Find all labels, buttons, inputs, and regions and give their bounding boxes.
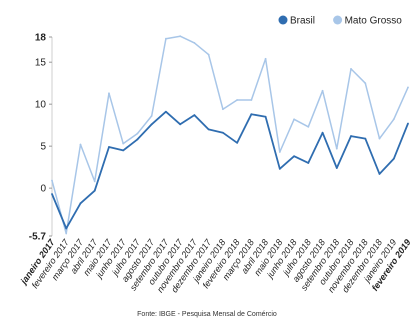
data-point	[150, 123, 153, 126]
data-point	[350, 135, 352, 137]
data-point	[293, 155, 295, 158]
data-point	[108, 146, 110, 148]
data-point	[65, 227, 68, 230]
series-line-brasil	[51, 110, 409, 230]
data-point	[193, 41, 196, 44]
data-point	[321, 89, 324, 92]
data-point	[364, 82, 367, 85]
data-point	[407, 86, 409, 89]
data-point	[264, 57, 267, 60]
data-point	[378, 172, 381, 175]
data-point	[278, 167, 281, 170]
data-point	[65, 232, 68, 235]
y-tick-label: 10	[35, 100, 47, 111]
source-note: Fonte: IBGE - Pesquisa Mensal de Comérci…	[137, 311, 277, 318]
data-point	[136, 132, 139, 135]
y-axis: 18 15 10 5 0 -5.7	[29, 33, 53, 243]
legend-marker	[333, 15, 343, 25]
data-point	[221, 131, 224, 134]
data-point	[150, 115, 153, 117]
data-point	[335, 147, 338, 150]
data-point	[51, 193, 53, 195]
data-point	[236, 99, 239, 101]
y-tick-label: 0	[40, 184, 46, 195]
data-point	[392, 118, 395, 121]
y-tick-label: 15	[35, 58, 47, 69]
data-point	[136, 138, 139, 141]
data-point	[250, 113, 253, 116]
data-point	[207, 53, 210, 56]
y-tick-label: -5.7	[29, 232, 47, 243]
data-point	[392, 157, 395, 160]
data-point	[364, 137, 367, 140]
series-line-mato-grosso	[51, 35, 409, 235]
data-point	[108, 92, 110, 95]
data-point	[378, 137, 381, 140]
data-point	[193, 114, 196, 116]
data-point	[93, 189, 96, 192]
data-point	[179, 35, 182, 38]
data-point	[335, 167, 338, 169]
legend-label: Mato Grosso	[345, 16, 403, 27]
legend-marker	[278, 15, 288, 25]
data-point	[93, 180, 96, 183]
plot-area	[51, 35, 409, 235]
y-tick-label: 18	[35, 33, 47, 44]
data-point	[250, 99, 253, 101]
y-tick-label: 5	[40, 142, 46, 153]
data-point	[407, 122, 409, 125]
data-point	[264, 115, 267, 118]
data-point	[293, 118, 295, 121]
data-point	[179, 123, 182, 126]
data-point	[278, 151, 281, 153]
legend-label: Brasil	[290, 16, 315, 27]
data-point	[207, 128, 210, 131]
data-point	[79, 202, 82, 205]
data-point	[236, 141, 239, 144]
data-point	[307, 162, 310, 164]
data-point	[221, 108, 224, 111]
data-point	[122, 149, 125, 152]
data-point	[165, 110, 167, 113]
legend: Brasil Mato Grosso	[278, 15, 403, 27]
data-point	[165, 37, 167, 40]
data-point	[307, 125, 310, 128]
data-point	[51, 179, 53, 182]
data-point	[321, 131, 324, 134]
data-point	[79, 143, 82, 146]
data-point	[122, 142, 125, 145]
data-point	[350, 68, 352, 70]
